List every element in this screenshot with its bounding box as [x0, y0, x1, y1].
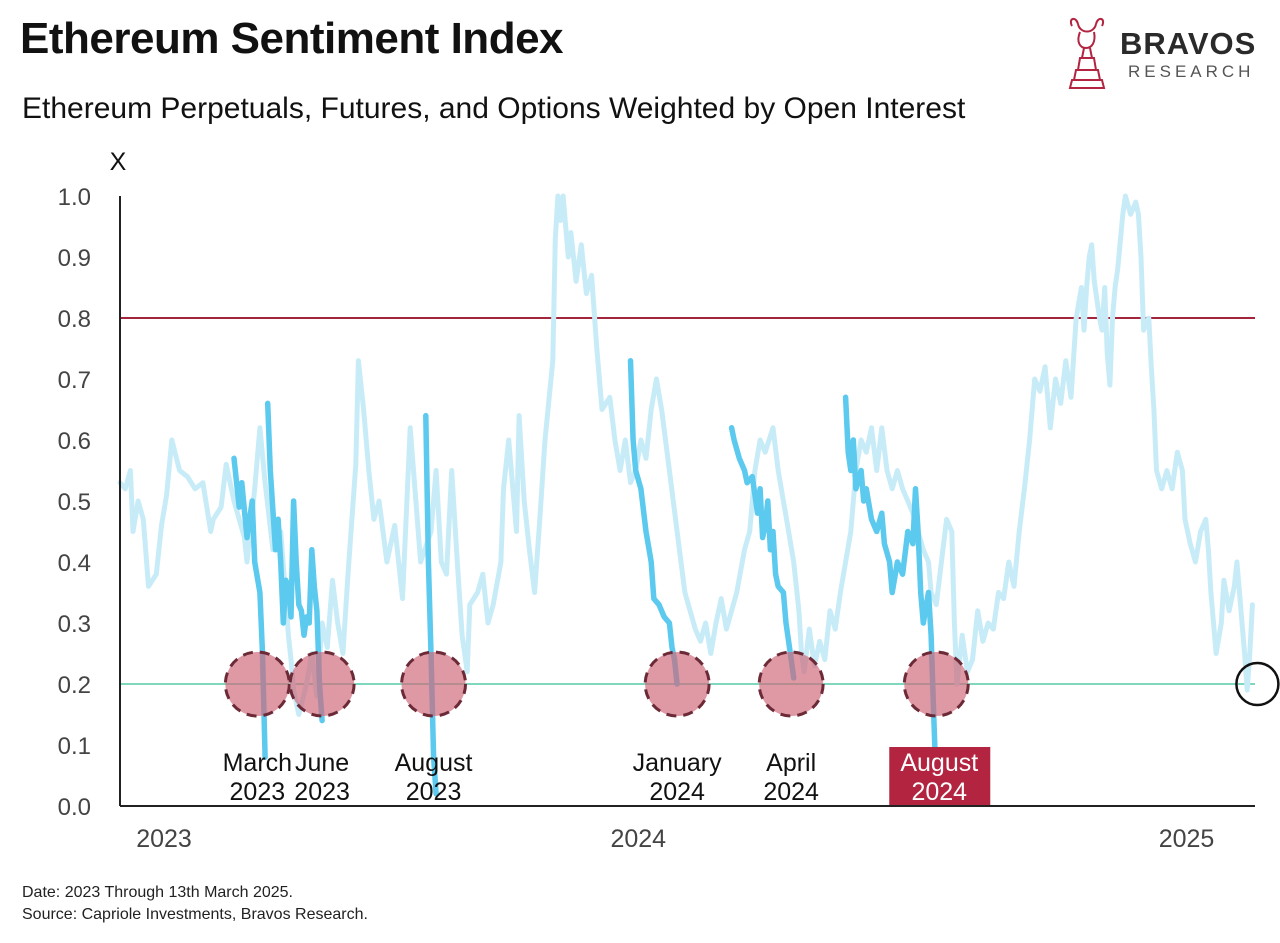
low-label-year: 2024: [911, 778, 967, 806]
low-marker-circle: [757, 650, 825, 718]
x-tick-label: 2023: [136, 825, 192, 853]
x-tick-label: 2025: [1159, 825, 1215, 853]
bull-chess-icon: [1068, 18, 1106, 89]
x-tick-label: 2024: [610, 825, 666, 853]
y-tick-label: 0.0: [58, 794, 91, 821]
y-tick-label: 1.0: [58, 184, 91, 211]
current-value-marker: [1235, 661, 1280, 707]
y-tick-label: 0.6: [58, 428, 91, 455]
y-tick-label: 0.9: [58, 245, 91, 272]
sentiment-series-line: [117, 193, 1255, 717]
low-marker-circle: [223, 650, 291, 718]
y-tick-label: 0.4: [58, 550, 91, 577]
low-label-month: April: [766, 749, 816, 777]
y-tick-label: 0.7: [58, 367, 91, 394]
low-label-year: 2023: [294, 778, 350, 806]
brand-name: BRAVOS: [1120, 26, 1257, 61]
low-marker-circle: [902, 650, 970, 718]
page-subtitle: Ethereum Perpetuals, Futures, and Option…: [22, 92, 966, 125]
y-tick-label: 0.8: [58, 306, 91, 333]
low-label-month: January: [633, 749, 722, 777]
page-title: Ethereum Sentiment Index: [20, 14, 564, 63]
low-label-month: March: [223, 749, 292, 777]
low-label-year: 2023: [406, 778, 462, 806]
selloff-series-line: [728, 425, 797, 681]
low-label-year: 2024: [763, 778, 819, 806]
selloff-series-line: [264, 400, 325, 724]
y-tick-label: 0.2: [58, 672, 91, 699]
low-marker-circle: [400, 650, 468, 718]
y-tick-label: 0.3: [58, 611, 91, 638]
low-label-year: 2024: [649, 778, 705, 806]
selloff-series-line: [627, 357, 680, 687]
selloff-series-line: [842, 394, 940, 791]
y-axis-label: X: [110, 148, 127, 176]
low-label-month: June: [295, 749, 349, 777]
low-label-month: August: [900, 749, 978, 777]
y-tick-label: 0.1: [58, 733, 91, 760]
low-label-month: August: [395, 749, 473, 777]
y-tick-label: 0.5: [58, 489, 91, 516]
low-marker-circle: [288, 650, 356, 718]
highlight-label-box: [889, 747, 991, 805]
selloff-series-line: [231, 455, 268, 760]
brand-tagline: RESEARCH: [1128, 62, 1255, 81]
brand-logo: BRAVOS RESEARCH: [1062, 14, 1268, 96]
low-label-year: 2023: [230, 778, 286, 806]
date-note: Date: 2023 Through 13th March 2025.: [22, 884, 293, 901]
source-note: Source: Capriole Investments, Bravos Res…: [22, 906, 368, 923]
low-marker-circle: [643, 650, 711, 718]
